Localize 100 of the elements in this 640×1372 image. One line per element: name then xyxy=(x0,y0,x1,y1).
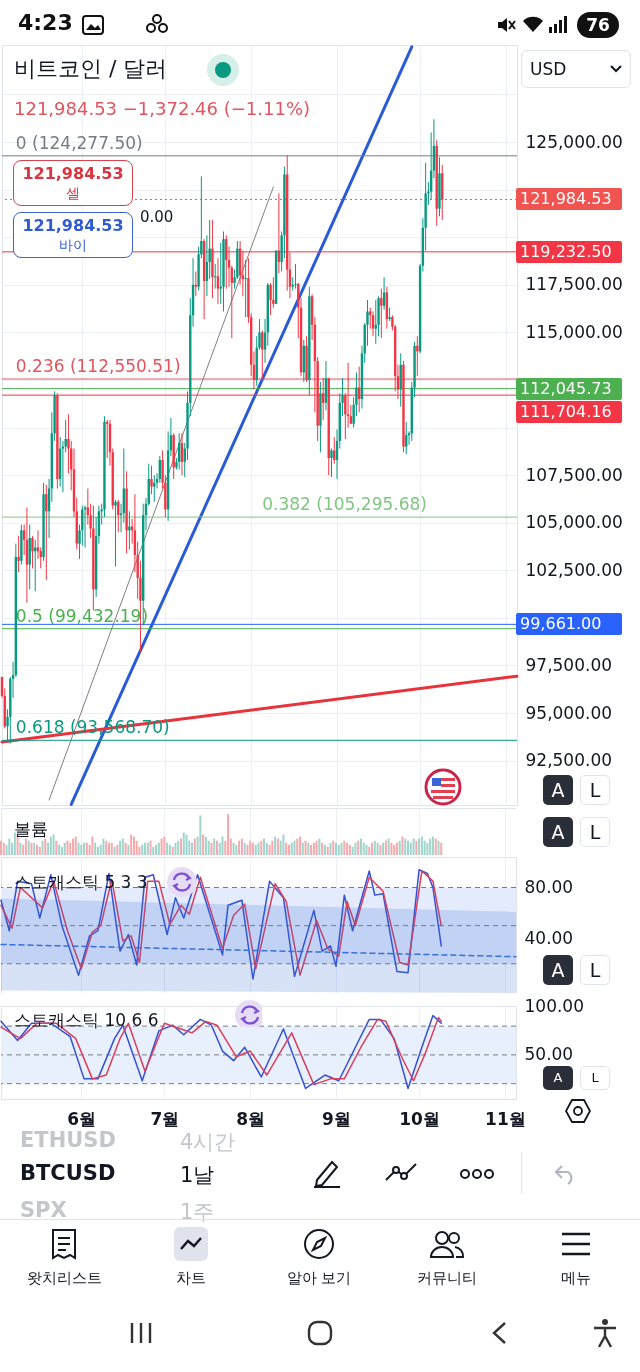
bar xyxy=(13,832,16,855)
candlestick xyxy=(294,263,297,290)
buy-button: 121,984.53 바이 xyxy=(13,212,133,258)
bar xyxy=(152,846,155,855)
chart-title: 스토캐스틱 10 6 6 xyxy=(14,1009,159,1032)
bar xyxy=(163,836,166,855)
log-scale-button: L xyxy=(580,817,610,847)
bar xyxy=(71,838,74,855)
candlestick xyxy=(17,535,20,573)
log-scale-button: L xyxy=(580,955,610,985)
y-tick-label: 117,500.00 xyxy=(525,274,623,295)
y-tick-label: 102,500.00 xyxy=(525,559,623,580)
bar xyxy=(77,842,80,855)
text: 메뉴 xyxy=(560,1269,592,1288)
price-tag: 119,232.50 xyxy=(516,240,622,263)
text: 커뮤니티 xyxy=(416,1269,478,1288)
bar xyxy=(16,836,19,855)
text: SPX xyxy=(20,1198,67,1222)
bar xyxy=(362,842,365,855)
text: ETHUSD xyxy=(20,1128,116,1152)
annotation: 0.382 (105,295.68) xyxy=(262,494,427,515)
y-tick-label: 97,500.00 xyxy=(525,654,613,675)
y-tick-label: 95,000.00 xyxy=(525,702,613,723)
annotation: 0 (124,277.50) xyxy=(15,132,143,153)
ref-line-label: 99,661.00 xyxy=(520,614,602,634)
text: 왓치리스트 xyxy=(25,1269,103,1288)
bar xyxy=(221,836,224,855)
price-tag: 112,045.73 xyxy=(516,377,622,400)
text: 1날 xyxy=(180,1162,215,1189)
y-tick-label: 50.00 xyxy=(524,1044,574,1065)
bar xyxy=(69,842,72,855)
candlestick xyxy=(150,465,153,495)
text: 4:23 xyxy=(18,10,73,35)
x-tick-label: 7월 xyxy=(150,1108,180,1129)
log-scale-button: L xyxy=(580,775,610,805)
annotation: 121,984.53 xyxy=(21,164,125,184)
text: 1주 xyxy=(180,1199,215,1226)
bar xyxy=(232,842,235,855)
y-tick-label: 105,000.00 xyxy=(525,512,623,533)
bar xyxy=(182,832,185,855)
y-tick-label: 125,000.00 xyxy=(525,131,623,152)
candlestick xyxy=(416,335,419,377)
auto-scale-button: A xyxy=(543,775,573,805)
ref-line-label: 121,984.53 xyxy=(520,189,612,209)
y-tick-label: 92,500.00 xyxy=(525,750,613,771)
bar xyxy=(52,834,55,855)
bar xyxy=(135,840,138,855)
candlestick xyxy=(330,448,333,478)
x-tick-label: 10월 xyxy=(399,1108,440,1129)
text: 차트 xyxy=(175,1269,207,1288)
bar xyxy=(235,844,238,855)
x-tick-label: 8월 xyxy=(236,1108,266,1129)
y-tick-label: 107,500.00 xyxy=(525,464,623,485)
bar xyxy=(55,840,58,855)
x-tick-label: 9월 xyxy=(322,1108,351,1129)
bar xyxy=(91,836,94,855)
y-tick-label: 115,000.00 xyxy=(525,321,623,342)
text: 4시간 xyxy=(180,1129,236,1156)
text: BTCUSD xyxy=(20,1161,116,1185)
annotation: 121,984.53 xyxy=(21,216,125,236)
bar xyxy=(282,834,285,855)
bar xyxy=(390,842,393,855)
ref-line-label: 111,704.16 xyxy=(520,401,612,421)
x-tick-label: 6월 xyxy=(67,1108,97,1129)
bar xyxy=(96,846,99,855)
annotation: 바이 xyxy=(58,236,88,254)
bar xyxy=(227,814,230,855)
text: 비트코인 / 달러 xyxy=(14,55,168,83)
battery-indicator: 76 xyxy=(577,12,619,38)
bar xyxy=(271,840,274,855)
auto-scale-button: A xyxy=(543,955,573,985)
bar xyxy=(94,842,97,855)
ref-line-label: 119,232.50 xyxy=(520,241,612,261)
bar xyxy=(174,842,177,855)
candlestick xyxy=(214,263,217,290)
bar xyxy=(423,840,426,855)
y-tick-label: 100.00 xyxy=(524,996,584,1017)
annotation: 0.00 xyxy=(140,208,174,226)
bar xyxy=(110,842,113,855)
auto-scale-button: A xyxy=(543,817,573,847)
bar xyxy=(160,838,163,855)
bar xyxy=(199,815,202,855)
bar xyxy=(80,844,83,855)
price-tag: 121,984.53 xyxy=(516,188,622,211)
price-tag: 111,704.16 xyxy=(516,400,622,423)
bar xyxy=(49,836,52,855)
bar xyxy=(299,836,302,855)
bar xyxy=(191,842,194,855)
chart-title: 볼륨 xyxy=(14,818,48,841)
auto-scale-button: A xyxy=(543,1066,573,1090)
bar xyxy=(426,842,429,855)
bar xyxy=(185,834,188,855)
annotation: 0.236 (112,550.51) xyxy=(15,356,181,377)
candlestick xyxy=(31,535,34,569)
bar xyxy=(38,846,41,855)
currency-dropdown: USD xyxy=(521,50,631,88)
sell-button: 121,984.53 셀 xyxy=(13,160,133,206)
ref-line-label: 112,045.73 xyxy=(520,378,612,398)
candlestick xyxy=(244,259,247,318)
annotation: 셀 xyxy=(65,184,81,202)
